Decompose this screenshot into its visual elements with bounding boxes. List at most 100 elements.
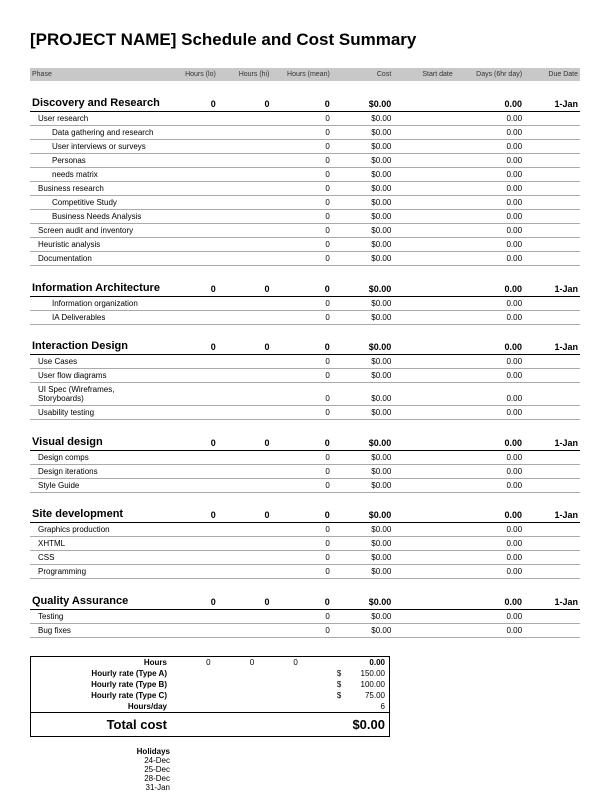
- table-row: XHTML0$0.000.00: [30, 537, 580, 551]
- row-mean: 0: [271, 140, 331, 154]
- row-name: Programming: [30, 565, 164, 579]
- row-cost: $0.00: [332, 565, 393, 579]
- row-days: 0.00: [455, 154, 524, 168]
- row-mean: 0: [271, 224, 331, 238]
- row-name: Use Cases: [30, 355, 164, 369]
- row-mean: 0: [271, 623, 331, 637]
- section-start: [393, 93, 454, 112]
- row-name: Documentation: [30, 252, 164, 266]
- table-row: UI Spec (Wireframes, Storyboards)0$0.000…: [30, 383, 580, 406]
- schedule-table: Phase Hours (lo) Hours (hi) Hours (mean)…: [30, 68, 580, 638]
- summary-hours-row: Hours 0 0 0 0.00: [31, 657, 389, 668]
- row-cost: $0.00: [332, 609, 393, 623]
- row-name: User flow diagrams: [30, 369, 164, 383]
- row-cost: $0.00: [332, 154, 393, 168]
- row-name: IA Deliverables: [30, 310, 164, 324]
- hpd-label: Hours/day: [31, 701, 171, 713]
- row-days: 0.00: [455, 369, 524, 383]
- col-due: Due Date: [524, 68, 580, 81]
- row-days: 0.00: [455, 238, 524, 252]
- table-row: Information organization0$0.000.00: [30, 296, 580, 310]
- row-days: 0.00: [455, 565, 524, 579]
- summary-total-row: Total cost $0.00: [31, 712, 389, 736]
- summary-box: Hours 0 0 0 0.00 Hourly rate (Type A) $ …: [30, 656, 390, 737]
- total-val: $0.00: [345, 712, 389, 736]
- table-row: Screen audit and inventory0$0.000.00: [30, 224, 580, 238]
- row-name: UI Spec (Wireframes, Storyboards): [30, 383, 164, 406]
- rate-c-cur: $: [302, 690, 346, 701]
- row-cost: $0.00: [332, 383, 393, 406]
- row-days: 0.00: [455, 355, 524, 369]
- rate-b-cur: $: [302, 679, 346, 690]
- section-lo: 0: [164, 278, 218, 297]
- row-mean: 0: [271, 478, 331, 492]
- row-days: 0.00: [455, 623, 524, 637]
- header-row: Phase Hours (lo) Hours (hi) Hours (mean)…: [30, 68, 580, 81]
- section-header: Quality Assurance000$0.000.001-Jan: [30, 591, 580, 610]
- holidays-block: Holidays 24-Dec 25-Dec 28-Dec 31-Jan: [30, 747, 580, 792]
- holiday-date: 31-Jan: [30, 783, 170, 792]
- row-mean: 0: [271, 182, 331, 196]
- section-header: Visual design000$0.000.001-Jan: [30, 432, 580, 451]
- table-row: CSS0$0.000.00: [30, 551, 580, 565]
- rate-c-val: 75.00: [345, 690, 389, 701]
- section-due: 1-Jan: [524, 591, 580, 610]
- section-mean: 0: [271, 278, 331, 297]
- hpd-val: 6: [345, 701, 389, 713]
- row-name: Data gathering and research: [30, 126, 164, 140]
- section-cost: $0.00: [332, 93, 393, 112]
- table-row: Competitive Study0$0.000.00: [30, 196, 580, 210]
- section-start: [393, 591, 454, 610]
- holiday-date: 25-Dec: [30, 765, 170, 774]
- row-mean: 0: [271, 464, 331, 478]
- table-row: Programming0$0.000.00: [30, 565, 580, 579]
- col-cost: Cost: [332, 68, 393, 81]
- row-cost: $0.00: [332, 252, 393, 266]
- section-lo: 0: [164, 93, 218, 112]
- row-days: 0.00: [455, 296, 524, 310]
- table-row: Bug fixes0$0.000.00: [30, 623, 580, 637]
- rate-a-cur: $: [302, 668, 346, 679]
- section-start: [393, 432, 454, 451]
- page-title: [PROJECT NAME] Schedule and Cost Summary: [30, 30, 580, 50]
- row-cost: $0.00: [332, 196, 393, 210]
- row-days: 0.00: [455, 112, 524, 126]
- section-due: 1-Jan: [524, 278, 580, 297]
- table-row: Design iterations0$0.000.00: [30, 464, 580, 478]
- row-days: 0.00: [455, 406, 524, 420]
- section-mean: 0: [271, 93, 331, 112]
- row-cost: $0.00: [332, 406, 393, 420]
- row-cost: $0.00: [332, 224, 393, 238]
- section-hi: 0: [218, 336, 272, 355]
- section-due: 1-Jan: [524, 432, 580, 451]
- row-cost: $0.00: [332, 182, 393, 196]
- row-name: User interviews or surveys: [30, 140, 164, 154]
- summary-hpd-row: Hours/day 6: [31, 701, 389, 713]
- summary-hours-mean: 0: [258, 657, 302, 668]
- table-row: Graphics production0$0.000.00: [30, 523, 580, 537]
- row-cost: $0.00: [332, 464, 393, 478]
- row-mean: 0: [271, 551, 331, 565]
- summary-rate-b-row: Hourly rate (Type B) $ 100.00: [31, 679, 389, 690]
- section-header: Information Architecture000$0.000.001-Ja…: [30, 278, 580, 297]
- row-cost: $0.00: [332, 296, 393, 310]
- row-mean: 0: [271, 369, 331, 383]
- row-days: 0.00: [455, 252, 524, 266]
- row-days: 0.00: [455, 310, 524, 324]
- table-row: User flow diagrams 0$0.00 0.00: [30, 369, 580, 383]
- section-name: Information Architecture: [30, 278, 164, 297]
- summary-hours-lo: 0: [171, 657, 215, 668]
- section-mean: 0: [271, 591, 331, 610]
- row-cost: $0.00: [332, 355, 393, 369]
- row-days: 0.00: [455, 450, 524, 464]
- row-cost: $0.00: [332, 369, 393, 383]
- section-cost: $0.00: [332, 336, 393, 355]
- row-days: 0.00: [455, 383, 524, 406]
- row-name: Design iterations: [30, 464, 164, 478]
- total-label: Total cost: [31, 712, 171, 736]
- section-cost: $0.00: [332, 591, 393, 610]
- row-days: 0.00: [455, 478, 524, 492]
- section-days: 0.00: [455, 432, 524, 451]
- col-lo: Hours (lo): [164, 68, 218, 81]
- table-row: Data gathering and research0$0.000.00: [30, 126, 580, 140]
